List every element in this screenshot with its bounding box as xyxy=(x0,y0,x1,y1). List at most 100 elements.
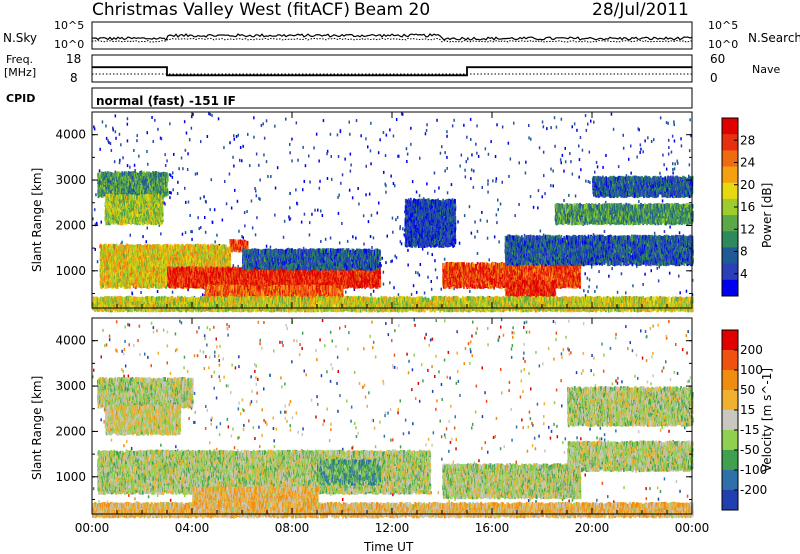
speckle-cell xyxy=(311,213,313,216)
speckle-cell xyxy=(495,155,497,158)
speckle-cell xyxy=(385,183,387,186)
speckle-cell xyxy=(528,136,530,139)
speckle-cell xyxy=(182,167,184,170)
speckle-cell xyxy=(638,127,640,130)
speckle-cell xyxy=(446,167,448,170)
speckle-cell xyxy=(262,122,264,125)
speckle-cell xyxy=(264,137,266,140)
speckle-cell xyxy=(680,137,682,140)
speckle-cell xyxy=(289,143,291,146)
speckle-cell xyxy=(417,272,419,275)
speckle-cell xyxy=(427,276,429,279)
speckle-cell xyxy=(436,276,438,279)
speckle-cell xyxy=(420,263,422,266)
speckle-cell xyxy=(338,155,340,158)
speckle-cell xyxy=(568,194,570,197)
speckle-cell xyxy=(669,272,671,275)
speckle-cell xyxy=(585,114,587,117)
speckle-cell xyxy=(653,138,655,141)
speckle-cell xyxy=(416,291,418,294)
speckle-cell xyxy=(157,290,159,293)
speckle-cell xyxy=(586,129,588,132)
speckle-cell xyxy=(297,203,299,206)
speckle-cell xyxy=(210,113,212,116)
speckle-cell xyxy=(672,135,674,138)
speckle-cell xyxy=(209,208,211,211)
speckle-cell xyxy=(274,125,276,128)
speckle-cell xyxy=(597,165,599,168)
speckle-cell xyxy=(525,161,527,164)
speckle-cell xyxy=(187,152,189,155)
speckle-cell xyxy=(340,182,342,185)
speckle-cell xyxy=(297,159,299,162)
speckle-cell xyxy=(513,122,515,125)
speckle-cell xyxy=(407,153,409,156)
speckle-cell xyxy=(478,155,480,158)
heatmap-cell xyxy=(147,194,149,199)
speckle-cell xyxy=(681,144,683,147)
speckle-cell xyxy=(582,149,584,152)
heatmap-cell xyxy=(167,189,169,194)
speckle-cell xyxy=(223,146,225,149)
speckle-cell xyxy=(146,150,148,153)
speckle-cell xyxy=(446,130,448,133)
speckle-cell xyxy=(457,220,459,223)
speckle-cell xyxy=(105,125,107,128)
speckle-cell xyxy=(604,230,606,233)
speckle-cell xyxy=(419,194,421,197)
speckle-cell xyxy=(283,236,285,239)
speckle-cell xyxy=(546,127,548,130)
speckle-cell xyxy=(172,176,174,179)
speckle-cell xyxy=(393,135,395,138)
speckle-cell xyxy=(426,182,428,185)
speckle-cell xyxy=(476,152,478,155)
speckle-cell xyxy=(99,169,101,172)
speckle-cell xyxy=(360,134,362,137)
speckle-cell xyxy=(188,201,190,204)
speckle-cell xyxy=(397,155,399,158)
speckle-cell xyxy=(191,127,193,130)
speckle-cell xyxy=(370,162,372,165)
speckle-cell xyxy=(267,175,269,178)
speckle-cell xyxy=(137,134,139,137)
speckle-cell xyxy=(322,214,324,217)
speckle-cell xyxy=(166,159,168,162)
speckle-cell xyxy=(466,136,468,139)
heatmap-cell xyxy=(110,220,112,225)
speckle-cell xyxy=(349,121,351,124)
speckle-cell xyxy=(357,187,359,190)
speckle-cell xyxy=(202,293,204,296)
speckle-cell xyxy=(642,150,644,153)
speckle-cell xyxy=(410,127,412,130)
speckle-cell xyxy=(638,200,640,203)
speckle-cell xyxy=(498,240,500,243)
speckle-cell xyxy=(147,163,149,166)
speckle-cell xyxy=(550,126,552,129)
speckle-cell xyxy=(672,168,674,171)
speckle-cell xyxy=(371,246,373,249)
speckle-cell xyxy=(438,187,440,190)
speckle-cell xyxy=(474,221,476,224)
speckle-cell xyxy=(594,171,596,174)
speckle-cell xyxy=(253,116,255,119)
speckle-cell xyxy=(640,148,642,151)
speckle-cell xyxy=(199,227,201,230)
speckle-cell xyxy=(169,122,171,125)
speckle-cell xyxy=(212,221,214,224)
speckle-cell xyxy=(674,123,676,126)
speckle-cell xyxy=(263,153,265,156)
speckle-cell xyxy=(580,136,582,139)
speckle-cell xyxy=(229,173,231,176)
speckle-cell xyxy=(651,140,653,143)
speckle-cell xyxy=(252,226,254,229)
speckle-cell xyxy=(570,160,572,163)
speckle-cell xyxy=(277,166,279,169)
speckle-cell xyxy=(127,164,129,167)
speckle-cell xyxy=(480,219,482,222)
speckle-cell xyxy=(583,289,585,292)
speckle-cell xyxy=(434,190,436,193)
speckle-cell xyxy=(394,255,396,258)
speckle-cell xyxy=(580,168,582,171)
speckle-cell xyxy=(133,149,135,152)
speckle-cell xyxy=(296,121,298,124)
